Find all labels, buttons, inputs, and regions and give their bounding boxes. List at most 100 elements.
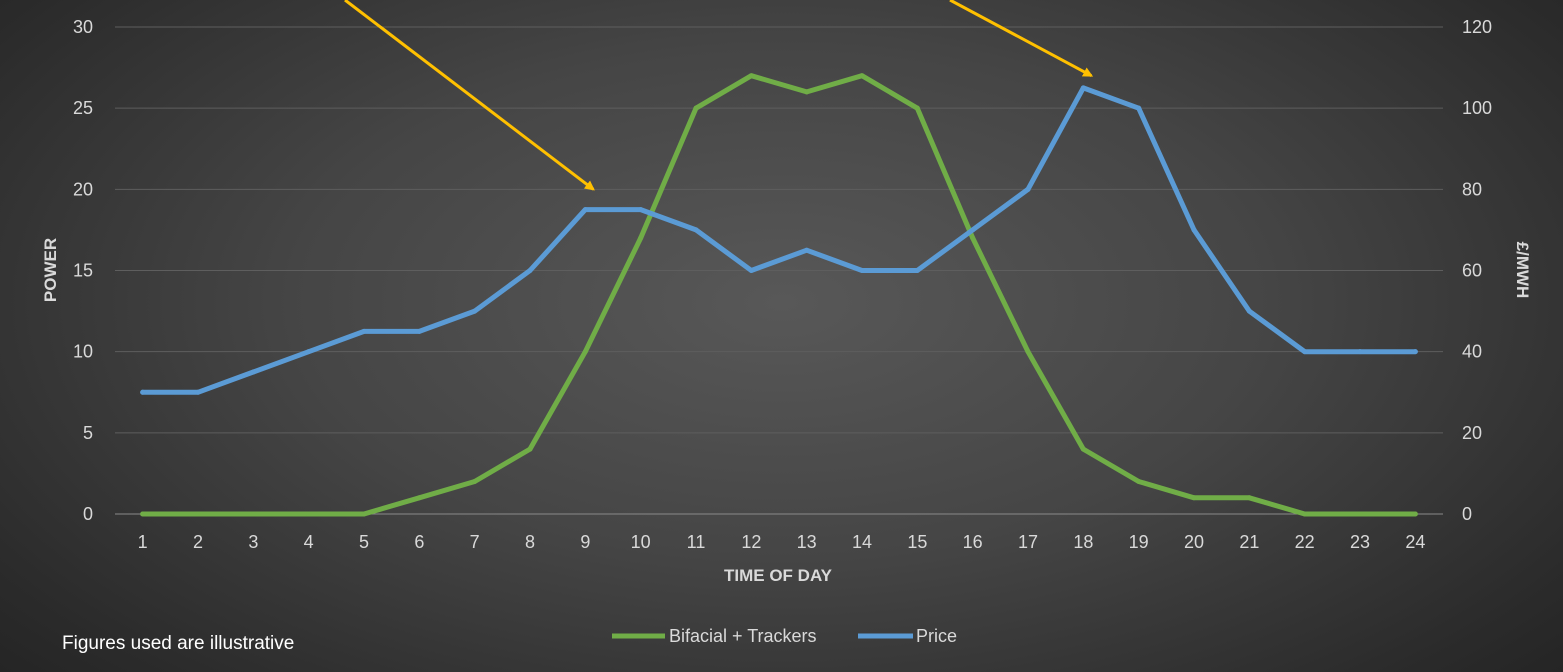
x-tick-label: 21: [1239, 532, 1259, 552]
data-point-price: [970, 227, 976, 233]
left-tick-label: 15: [73, 261, 93, 281]
right-tick-label: 120: [1462, 17, 1492, 37]
x-tick-label: 15: [907, 532, 927, 552]
x-tick-label: 6: [414, 532, 424, 552]
left-tick-label: 0: [83, 504, 93, 524]
data-point-bifacial: [361, 511, 367, 517]
right-tick-label: 60: [1462, 261, 1482, 281]
data-point-bifacial: [748, 73, 754, 79]
legend-label-bifacial: Bifacial + Trackers: [669, 626, 817, 646]
data-point-bifacial: [914, 105, 920, 111]
x-tick-label: 14: [852, 532, 872, 552]
x-tick-label: 13: [797, 532, 817, 552]
data-point-bifacial: [250, 511, 256, 517]
data-point-bifacial: [1302, 511, 1308, 517]
x-tick-label: 8: [525, 532, 535, 552]
right-axis-title: £/MWH: [1513, 242, 1532, 299]
data-point-price: [416, 328, 422, 334]
data-point-bifacial: [804, 89, 810, 95]
data-point-price: [195, 389, 201, 395]
data-point-bifacial: [638, 235, 644, 241]
data-point-bifacial: [527, 446, 533, 452]
data-point-price: [1302, 349, 1308, 355]
data-point-price: [250, 369, 256, 375]
right-tick-label: 20: [1462, 423, 1482, 443]
x-tick-label: 9: [580, 532, 590, 552]
annotations: [344, 0, 1094, 191]
footnote: Figures used are illustrative: [62, 633, 294, 654]
data-point-price: [1136, 105, 1142, 111]
data-point-price: [582, 207, 588, 213]
data-point-price: [1191, 227, 1197, 233]
x-tick-label: 5: [359, 532, 369, 552]
left-tick-label: 25: [73, 98, 93, 118]
x-tick-label: 24: [1405, 532, 1425, 552]
data-point-bifacial: [1357, 511, 1363, 517]
x-tick-label: 23: [1350, 532, 1370, 552]
x-tick-label: 1: [138, 532, 148, 552]
data-point-price: [1246, 308, 1252, 314]
data-point-price: [1357, 349, 1363, 355]
x-tick-label: 3: [248, 532, 258, 552]
data-point-price: [361, 328, 367, 334]
left-tick-label: 20: [73, 179, 93, 199]
x-tick-label: 11: [687, 532, 706, 552]
right-tick-label: 80: [1462, 179, 1482, 199]
x-tick-label: 20: [1184, 532, 1204, 552]
data-point-bifacial: [1080, 446, 1086, 452]
annotation-arrow: [344, 0, 595, 191]
data-point-bifacial: [1246, 495, 1252, 501]
left-tick-label: 30: [73, 17, 93, 37]
legend: Bifacial + Trackers Price: [612, 626, 957, 646]
data-point-price: [748, 268, 754, 273]
series-lines: [140, 73, 1418, 517]
x-tick-label: 22: [1295, 532, 1315, 552]
x-tick-label: 7: [470, 532, 480, 552]
x-tick-label: 12: [741, 532, 761, 552]
x-tick-label: 16: [963, 532, 983, 552]
data-point-bifacial: [1025, 349, 1031, 355]
data-point-bifacial: [859, 73, 865, 79]
legend-label-price: Price: [916, 626, 957, 646]
data-point-bifacial: [195, 511, 201, 517]
x-tick-label: 19: [1129, 532, 1149, 552]
data-point-bifacial: [970, 235, 976, 241]
x-tick-label: 2: [193, 532, 203, 552]
right-tick-label: 100: [1462, 98, 1492, 118]
data-point-bifacial: [693, 105, 699, 111]
right-tick-label: 40: [1462, 342, 1482, 362]
x-tick-label: 4: [304, 532, 314, 552]
data-point-price: [638, 207, 644, 213]
data-point-price: [914, 268, 920, 273]
right-tick-label: 0: [1462, 504, 1472, 524]
data-point-price: [693, 227, 699, 233]
data-point-bifacial: [472, 479, 478, 485]
series-line-price: [140, 85, 1418, 395]
data-point-price: [472, 308, 478, 314]
annotation-arrow: [949, 0, 1094, 78]
right-axis-ticks: 0 20 40 60 80 100 120: [1462, 17, 1492, 524]
left-tick-label: 5: [83, 423, 93, 443]
data-point-price: [804, 247, 810, 253]
x-tick-label: 18: [1073, 532, 1093, 552]
left-axis-ticks: 0 5 10 15 20 25 30: [73, 17, 93, 524]
left-axis-title: POWER: [41, 238, 60, 302]
data-point-price: [306, 349, 312, 355]
data-point-price: [1025, 186, 1031, 192]
gridlines: [115, 26, 1443, 515]
data-point-bifacial: [140, 511, 146, 517]
data-point-bifacial: [1412, 511, 1418, 517]
data-point-bifacial: [1136, 479, 1142, 485]
data-point-bifacial: [306, 511, 312, 517]
x-axis-ticks: 1 2 3 4 5 6 7 8 9 10 11 12 13 14 15 16 17 18 19 20 21 22 23 24: [138, 532, 1426, 552]
data-point-price: [1080, 85, 1086, 91]
x-tick-label: 17: [1018, 532, 1038, 552]
data-point-bifacial: [1191, 495, 1197, 501]
x-axis-title: TIME OF DAY: [724, 566, 833, 585]
data-point-price: [859, 268, 865, 273]
data-point-price: [140, 389, 146, 395]
left-tick-label: 10: [73, 342, 93, 362]
series-line-bifacial: [140, 73, 1418, 517]
data-point-price: [527, 268, 533, 273]
